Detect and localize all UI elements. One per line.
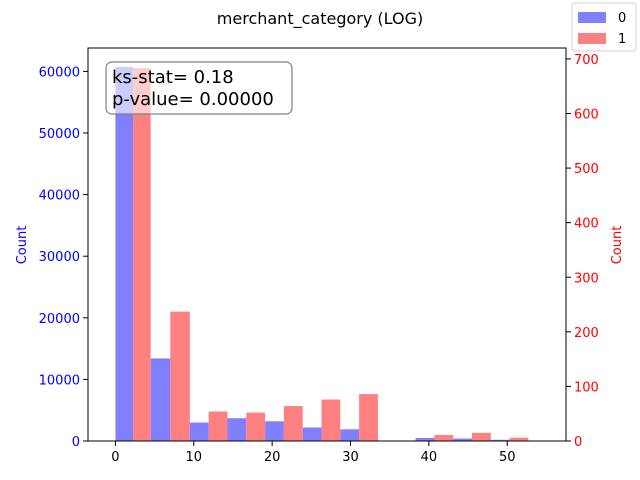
x-tick-label: 50 [499, 450, 516, 465]
y-left-tick-label: 30000 [39, 250, 80, 265]
x-tick-label: 20 [264, 450, 281, 465]
y-right-tick-label: 200 [574, 326, 599, 341]
bar-series-0-bin-8 [415, 437, 435, 441]
bar-series-0-bin-2 [189, 422, 209, 441]
stats-annotation: ks-stat= 0.18 p-value= 0.00000 [105, 61, 293, 115]
legend: 0 1 [571, 2, 637, 52]
annotation-line-ks: ks-stat= 0.18 [112, 67, 234, 88]
y-axis-left: 0 10000 20000 30000 40000 50000 60000 [39, 65, 88, 450]
y-right-tick-label: 100 [574, 380, 599, 395]
chart-title: merchant_category (LOG) [217, 9, 423, 29]
legend-swatch-series-0 [578, 12, 606, 23]
bar-series-1-bin-6 [359, 394, 378, 441]
y-left-tick-label: 50000 [39, 127, 80, 142]
bar-series-1-bin-8 [434, 434, 454, 441]
bar-series-1-bin-9 [471, 432, 491, 441]
y-axis-right-label: Count [610, 226, 625, 265]
y-axis-left-label: Count [15, 226, 30, 265]
bar-series-1-bin-2 [208, 411, 228, 441]
y-axis-right: 0 100 200 300 400 500 600 700 [566, 53, 599, 450]
y-left-tick-label: 40000 [39, 189, 80, 204]
y-left-tick-label: 10000 [39, 373, 80, 388]
series-1-bars [133, 68, 529, 441]
bar-series-0-bin-4 [265, 421, 284, 441]
y-right-tick-label: 400 [574, 217, 599, 232]
bar-series-0-bin-3 [227, 418, 247, 441]
y-left-tick-label: 20000 [39, 312, 80, 327]
x-axis: 0 10 20 30 40 50 [111, 441, 516, 465]
bar-series-0-bin-5 [302, 427, 322, 441]
y-right-tick-label: 300 [574, 271, 599, 286]
y-right-tick-label: 500 [574, 162, 599, 177]
bar-series-0-bin-9 [453, 438, 472, 441]
bar-series-1-bin-1 [170, 311, 190, 441]
series-0-bars [115, 67, 510, 441]
bar-series-0-bin-6 [340, 429, 360, 441]
plot-frame [87, 47, 567, 442]
y-left-tick-label: 0 [72, 435, 80, 450]
x-tick-label: 0 [111, 450, 119, 465]
legend-label-series-0: 0 [618, 11, 626, 26]
legend-swatch-series-1 [578, 33, 606, 44]
bar-series-1-bin-10 [509, 437, 529, 441]
y-left-tick-label: 60000 [39, 65, 80, 80]
y-right-tick-label: 600 [574, 108, 599, 123]
annotation-box [105, 61, 293, 115]
bar-series-0-bin-0 [115, 67, 134, 441]
y-right-tick-label: 0 [574, 435, 582, 450]
bar-series-0-bin-1 [150, 358, 171, 441]
legend-label-series-1: 1 [618, 32, 626, 47]
x-tick-label: 30 [342, 450, 359, 465]
bar-series-1-bin-3 [246, 412, 266, 441]
annotation-line-p: p-value= 0.00000 [112, 89, 274, 110]
bar-series-1-bin-4 [283, 406, 303, 441]
x-tick-label: 40 [421, 450, 438, 465]
bar-series-0-bin-10 [490, 439, 510, 441]
x-tick-label: 10 [186, 450, 203, 465]
bar-series-1-bin-0 [133, 68, 151, 441]
y-right-tick-label: 700 [574, 53, 599, 68]
bar-series-1-bin-5 [321, 399, 341, 441]
